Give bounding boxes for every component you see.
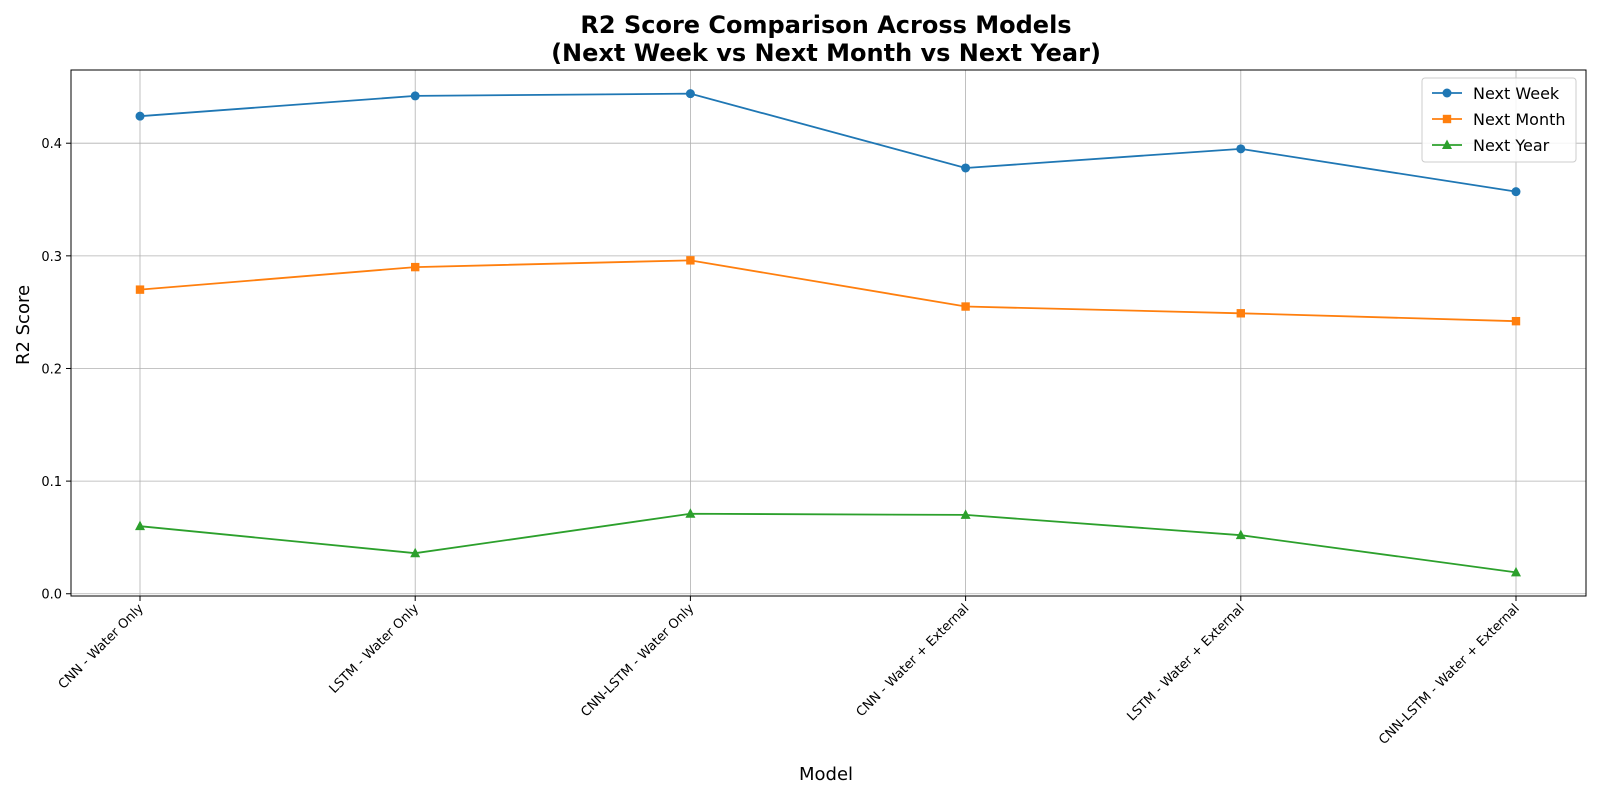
y-tick-label-0: 0.0 [41, 588, 62, 603]
data-point-s2-2 [685, 508, 696, 518]
series-line-2 [139, 512, 1517, 574]
data-point-s2-5 [1511, 566, 1521, 577]
x-tick-label-1: LSTM - Water Only [327, 601, 423, 697]
data-point-s0-2 [685, 89, 695, 99]
data-point-s0-1 [410, 91, 420, 101]
series-1 [135, 256, 1521, 326]
y-ticks: 0.0 0.1 0.2 0.3 0.4 [41, 137, 71, 603]
data-point-s0-0 [135, 111, 145, 121]
series-2 [135, 508, 1521, 577]
series-layer [135, 89, 1521, 577]
legend-marker-2 [1442, 139, 1452, 149]
legend-label-2: Next Year [1473, 136, 1550, 155]
data-point-s2-0 [135, 520, 145, 531]
chart-title-line2: (Next Week vs Next Month vs Next Year) [551, 39, 1101, 67]
plot-frame [70, 69, 1587, 597]
x-ticks: CNN - Water Only LSTM - Water Only CNN-LST… [56, 596, 1523, 748]
x-tick-label-2: CNN-LSTM - Water Only [578, 601, 697, 720]
data-point-s2-4 [1235, 529, 1246, 540]
data-point-s0-3 [961, 163, 971, 173]
legend-marker-1 [1442, 114, 1452, 124]
series-line-0 [139, 92, 1517, 193]
data-point-s1-3 [961, 302, 970, 311]
grid [71, 70, 1586, 596]
y-tick-label-3: 0.3 [41, 250, 62, 265]
data-point-s1-2 [686, 256, 695, 265]
legend: Next Week Next Month Next Year [1421, 77, 1577, 163]
chart-title-line1: R2 Score Comparison Across Models [580, 11, 1071, 39]
y-tick-label-4: 0.4 [41, 137, 62, 152]
data-point-s0-4 [1236, 144, 1246, 154]
x-tick-label-5: CNN-LSTM - Water + External [1376, 601, 1523, 748]
x-tick-label-3: CNN - Water + External [854, 601, 973, 720]
data-point-s2-1 [410, 547, 421, 558]
data-point-s1-5 [1511, 316, 1521, 326]
series-0 [135, 89, 1521, 197]
x-tick-label-0: CNN - Water Only [56, 601, 147, 692]
data-point-s1-4 [1236, 309, 1245, 318]
y-tick-label-2: 0.2 [41, 362, 62, 377]
x-tick-label-4: LSTM - Water + External [1124, 601, 1247, 724]
y-tick-label-1: 0.1 [41, 475, 62, 490]
data-point-s2-3 [960, 509, 971, 519]
y-axis-label: R2 Score [13, 285, 34, 365]
legend-box [1421, 77, 1577, 163]
x-axis-label: Model [799, 764, 853, 785]
legend-marker-0 [1442, 88, 1452, 98]
series-line-1 [139, 259, 1517, 323]
data-point-s0-5 [1511, 187, 1521, 197]
data-point-s1-0 [135, 285, 145, 294]
legend-label-0: Next Week [1473, 84, 1560, 103]
axes [70, 69, 1587, 597]
data-point-s1-1 [411, 262, 420, 272]
legend-label-1: Next Month [1473, 110, 1566, 129]
